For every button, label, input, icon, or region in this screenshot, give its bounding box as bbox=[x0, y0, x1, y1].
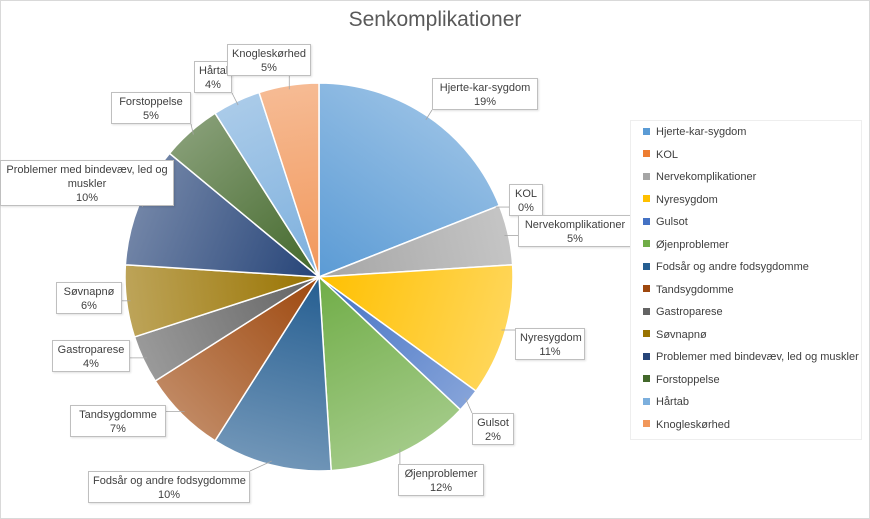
data-label: Hårtab 4% bbox=[194, 61, 232, 93]
data-label-name: Nyresygdom bbox=[520, 332, 582, 344]
legend-swatch bbox=[643, 172, 650, 180]
data-label: Søvnapnø 6% bbox=[56, 282, 122, 314]
leader-line bbox=[425, 109, 433, 121]
legend-swatch bbox=[643, 375, 650, 383]
data-label-name: Problemer med bindevæv, led og bbox=[6, 164, 168, 176]
legend-item: Nervekomplikationer bbox=[643, 170, 756, 184]
legend-item: Hårtab bbox=[643, 395, 689, 409]
data-label-name: Forstoppelse bbox=[119, 96, 183, 108]
data-label-name: Søvnapnø bbox=[63, 286, 115, 298]
data-label: Problemer med bindevæv, led og muskler 10% bbox=[0, 160, 174, 206]
data-label-value: 7% bbox=[110, 423, 126, 435]
legend-swatch bbox=[643, 127, 650, 135]
leader-line bbox=[190, 123, 194, 135]
data-label-name: Knogleskørhed bbox=[232, 48, 306, 60]
data-label-value: 5% bbox=[261, 62, 277, 74]
legend-swatch bbox=[643, 195, 650, 203]
leader-line bbox=[231, 92, 239, 106]
legend-label: Knogleskørhed bbox=[656, 418, 730, 431]
legend-label: Øjenproblemer bbox=[656, 238, 729, 251]
legend-item: Hjerte-kar-sygdom bbox=[643, 125, 746, 139]
data-label-name: Gastroparese bbox=[57, 344, 125, 356]
data-label: Nervekomplikationer 5% bbox=[518, 215, 632, 247]
data-label: Gastroparese 4% bbox=[52, 340, 130, 372]
data-label: Gulsot 2% bbox=[472, 413, 514, 445]
leader-line bbox=[249, 460, 272, 472]
legend-swatch bbox=[643, 285, 650, 293]
pie-slice bbox=[214, 274, 332, 472]
legend-swatch bbox=[643, 150, 650, 158]
data-label-value: 5% bbox=[567, 233, 583, 245]
legend-swatch bbox=[643, 262, 650, 270]
legend-item: Søvnapnø bbox=[643, 328, 707, 342]
legend-item: Fodsår og andre fodsygdomme bbox=[643, 260, 809, 274]
leader-line bbox=[465, 397, 473, 414]
legend-swatch bbox=[643, 307, 650, 315]
data-label-name: KOL bbox=[514, 188, 537, 200]
legend-item: Nyresygdom bbox=[643, 193, 718, 207]
data-label: Hjerte-kar-sygdom 19% bbox=[432, 78, 538, 110]
data-label-value: 10% bbox=[157, 489, 181, 501]
legend-item: Gulsot bbox=[643, 215, 688, 229]
legend-swatch bbox=[643, 240, 650, 248]
legend-label: Nyresygdom bbox=[656, 193, 718, 206]
data-label: Øjenproblemer 12% bbox=[398, 464, 484, 496]
legend-label: Hårtab bbox=[656, 396, 690, 408]
legend-label: Gulsot bbox=[656, 216, 688, 228]
data-label-value: 6% bbox=[81, 300, 97, 312]
legend-item: Tandsygdomme bbox=[643, 283, 734, 297]
data-label-value: 4% bbox=[205, 79, 221, 91]
data-label-name: Nervekomplikationer bbox=[524, 219, 626, 231]
data-label-value: 5% bbox=[143, 110, 159, 122]
data-label-value: 19% bbox=[473, 96, 497, 108]
legend-item: Problemer med bindevæv, led og muskler bbox=[643, 350, 859, 364]
data-label: Knogleskørhed 5% bbox=[227, 44, 311, 76]
legend-item: Øjenproblemer bbox=[643, 238, 729, 252]
data-label-value: 0% bbox=[518, 202, 534, 214]
data-label: Fodsår og andre fodsygdomme 10% bbox=[88, 471, 250, 503]
data-label-value: 12% bbox=[429, 482, 453, 494]
data-label: Nyresygdom 11% bbox=[515, 328, 585, 360]
data-label-value: 11% bbox=[539, 346, 561, 358]
pie-slice bbox=[318, 275, 462, 472]
data-label-name: Hårtab bbox=[199, 65, 233, 77]
legend-item: KOL bbox=[643, 148, 678, 162]
legend-label: Tandsygdomme bbox=[656, 283, 734, 296]
data-label-name: Tandsygdomme bbox=[79, 409, 157, 421]
legend-item: Forstoppelse bbox=[643, 373, 720, 387]
legend-label: Problemer med bindevæv, led og muskler bbox=[656, 351, 859, 363]
data-label-value: 10% bbox=[75, 192, 99, 204]
data-label: Forstoppelse 5% bbox=[111, 92, 191, 124]
data-label-name: Gulsot bbox=[477, 417, 509, 429]
legend-label: Nervekomplikationer bbox=[656, 171, 757, 183]
chart-title: Senkomplikationer bbox=[348, 8, 522, 31]
legend-label: Hjerte-kar-sygdom bbox=[656, 126, 747, 138]
data-label: KOL 0% bbox=[509, 184, 543, 216]
legend-item: Knogleskørhed bbox=[643, 418, 730, 432]
data-label-name: Hjerte-kar-sygdom bbox=[439, 82, 531, 94]
legend-label: Forstoppelse bbox=[656, 373, 720, 386]
data-label-name: muskler bbox=[67, 178, 107, 190]
legend-swatch bbox=[643, 352, 650, 360]
legend-swatch bbox=[643, 420, 650, 428]
legend-label: Gastroparese bbox=[656, 306, 723, 318]
legend-label: KOL bbox=[656, 148, 679, 161]
legend-swatch bbox=[643, 330, 650, 338]
data-label-name: Øjenproblemer bbox=[404, 468, 478, 480]
data-label-value: 4% bbox=[83, 358, 99, 370]
pie-slice bbox=[258, 82, 320, 278]
legend-label: Fodsår og andre fodsygdomme bbox=[656, 261, 809, 273]
legend-swatch bbox=[643, 217, 650, 225]
legend-item: Gastroparese bbox=[643, 305, 723, 319]
data-label: Tandsygdomme 7% bbox=[70, 405, 166, 437]
legend-label: Søvnapnø bbox=[656, 328, 707, 341]
pie-slice bbox=[316, 264, 514, 393]
data-label-value: 2% bbox=[485, 431, 501, 443]
legend: Hjerte-kar-sygdom KOL Nervekomplikationer N… bbox=[630, 120, 862, 440]
legend-swatch bbox=[643, 397, 650, 405]
data-label-name: Fodsår og andre fodsygdomme bbox=[93, 475, 246, 487]
